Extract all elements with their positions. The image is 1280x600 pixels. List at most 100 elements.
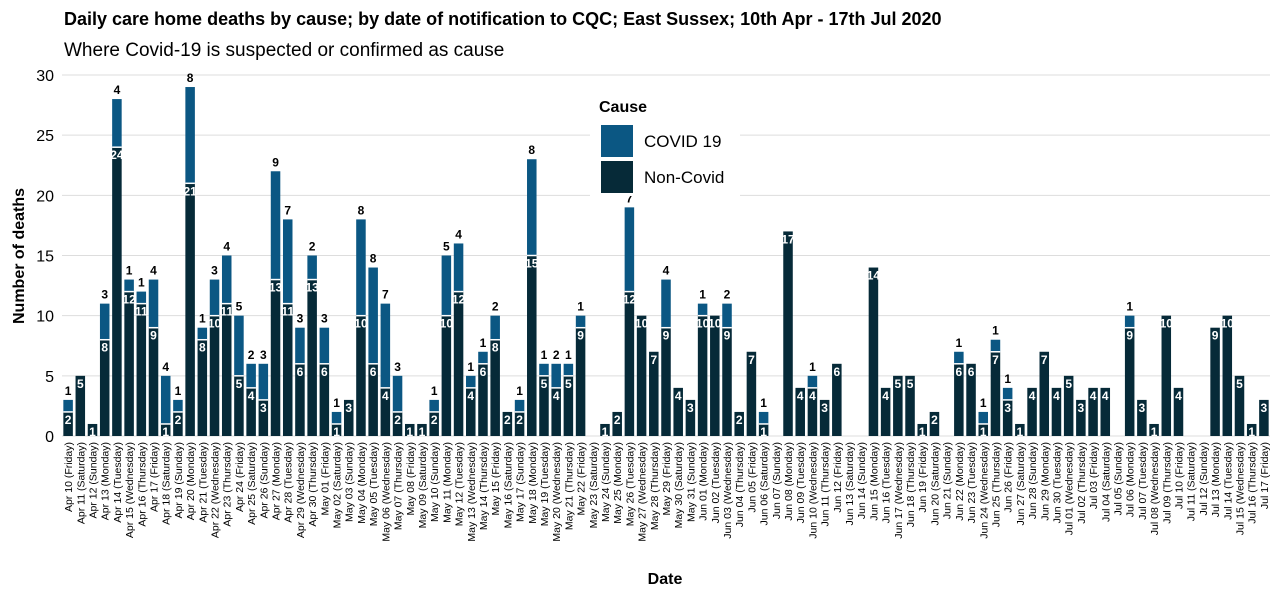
x-tick-label: Jun 15 (Monday)	[868, 442, 880, 521]
x-tick-label: Apr 30 (Thursday)	[307, 442, 319, 527]
bar-covid	[490, 315, 500, 340]
x-tick-label: Apr 27 (Monday)	[271, 442, 283, 520]
x-tick-label: Jun 16 (Tuesday)	[881, 442, 893, 523]
bar-non-covid	[966, 363, 976, 436]
data-label-non-covid: 14	[867, 269, 881, 283]
data-label-covid: 1	[541, 348, 548, 362]
data-label-non-covid: 7	[650, 353, 657, 367]
x-tick-label: Apr 23 (Thursday)	[222, 442, 234, 527]
data-label-non-covid: 2	[431, 413, 438, 427]
data-label-non-covid: 5	[236, 377, 243, 391]
data-label-non-covid: 2	[931, 413, 938, 427]
x-tick-label: May 11 (Monday)	[441, 442, 453, 523]
x-tick-label: Jul 06 (Monday)	[1125, 442, 1137, 517]
x-tick-label: May 26 (Tuesday)	[624, 442, 636, 526]
x-tick-label: May 24 (Sunday)	[600, 442, 612, 522]
legend: Cause COVID 19 Non-Covid	[590, 92, 740, 196]
legend-key-covid	[601, 125, 633, 157]
x-tick-label: Jun 23 (Tuesday)	[966, 442, 978, 523]
y-tick-label: 30	[36, 68, 54, 85]
bar-non-covid	[1210, 327, 1220, 436]
data-label-non-covid: 15	[525, 257, 539, 271]
data-label-covid: 1	[480, 336, 487, 350]
data-label-covid: 3	[297, 312, 304, 326]
data-label-non-covid: 17	[781, 232, 795, 246]
x-tick-label: Jun 18 (Thursday)	[905, 442, 917, 527]
bar-covid	[307, 255, 317, 280]
x-tick-label: Jul 12 (Sunday)	[1198, 442, 1210, 516]
x-tick-label: Jun 12 (Friday)	[832, 442, 844, 513]
bar-non-covid	[307, 279, 317, 436]
data-label-non-covid: 3	[687, 401, 694, 415]
data-label-non-covid: 3	[260, 401, 267, 415]
data-label-non-covid: 1	[1017, 425, 1024, 439]
data-label-covid: 3	[101, 288, 108, 302]
data-label-covid: 4	[162, 360, 169, 374]
x-tick-label: Jul 02 (Thursday)	[1076, 442, 1088, 524]
data-label-non-covid: 3	[1004, 401, 1011, 415]
x-tick-label: May 28 (Thursday)	[649, 442, 661, 530]
bar-covid	[978, 411, 989, 424]
bar-covid	[282, 219, 293, 304]
data-label-non-covid: 8	[492, 341, 499, 355]
data-label-covid: 2	[309, 240, 316, 254]
bar-non-covid	[75, 375, 86, 436]
bar-covid	[466, 375, 476, 388]
data-label-non-covid: 24	[110, 148, 124, 162]
data-label-non-covid: 1	[162, 425, 169, 439]
data-label-non-covid: 1	[333, 425, 340, 439]
bar-covid	[453, 243, 464, 292]
x-tick-label: May 13 (Wednesday)	[466, 442, 478, 542]
x-tick-label: Jul 10 (Friday)	[1173, 442, 1185, 509]
data-label-non-covid: 4	[1175, 389, 1182, 403]
bar-covid	[697, 303, 708, 316]
data-label-covid: 2	[553, 348, 560, 362]
x-tick-label: Jun 28 (Sunday)	[1027, 442, 1039, 519]
data-label-non-covid: 5	[565, 377, 572, 391]
data-label-non-covid: 9	[1212, 329, 1219, 343]
bar-non-covid	[1246, 423, 1257, 436]
data-label-non-covid: 4	[382, 389, 389, 403]
x-tick-label: May 19 (Tuesday)	[539, 442, 551, 526]
bar-covid	[185, 87, 195, 184]
x-tick-label: Apr 11 (Saturday)	[75, 442, 87, 524]
bar-covid	[954, 351, 964, 364]
bar-non-covid	[466, 387, 476, 436]
x-tick-label: Apr 20 (Monday)	[185, 442, 197, 520]
x-tick-label: Jul 11 (Saturday)	[1186, 442, 1198, 521]
data-label-covid: 1	[760, 396, 767, 410]
x-tick-label: May 06 (Wednesday)	[380, 442, 392, 542]
data-label-covid: 4	[663, 264, 670, 278]
data-label-covid: 1	[467, 360, 474, 374]
data-label-non-covid: 3	[821, 401, 828, 415]
x-tick-label: May 09 (Saturday)	[417, 442, 429, 528]
data-label-non-covid: 8	[199, 341, 206, 355]
bar-non-covid	[783, 231, 793, 436]
x-tick-label: Apr 28 (Tuesday)	[283, 442, 295, 523]
data-label-covid: 1	[565, 348, 572, 362]
bar-covid	[1002, 387, 1013, 400]
data-label-non-covid: 10	[1160, 317, 1174, 331]
bar-non-covid	[868, 267, 879, 436]
data-label-non-covid: 1	[1248, 425, 1255, 439]
bar-covid	[1124, 315, 1135, 328]
x-tick-label: Jul 03 (Friday)	[1088, 442, 1100, 509]
bar-covid	[563, 363, 574, 376]
bar-non-covid	[502, 411, 513, 436]
bar-non-covid	[246, 387, 256, 436]
bar-non-covid	[453, 291, 464, 436]
x-tick-label: May 21 (Thursday)	[563, 442, 575, 530]
x-tick-label: May 25 (Monday)	[612, 442, 624, 524]
data-label-non-covid: 2	[504, 413, 511, 427]
data-label-covid: 8	[528, 143, 535, 157]
data-label-non-covid: 9	[724, 329, 731, 343]
bar-non-covid	[819, 399, 830, 436]
x-tick-label: May 16 (Saturday)	[502, 442, 514, 528]
bar-non-covid	[1015, 423, 1025, 436]
bar-non-covid	[343, 399, 354, 436]
bar-non-covid	[392, 411, 403, 436]
x-tick-label: May 04 (Monday)	[356, 442, 368, 524]
data-label-covid: 4	[455, 227, 462, 241]
x-tick-label: Jun 10 (Wednesday)	[807, 442, 819, 539]
x-tick-label: Apr 15 (Wednesday)	[124, 442, 136, 538]
